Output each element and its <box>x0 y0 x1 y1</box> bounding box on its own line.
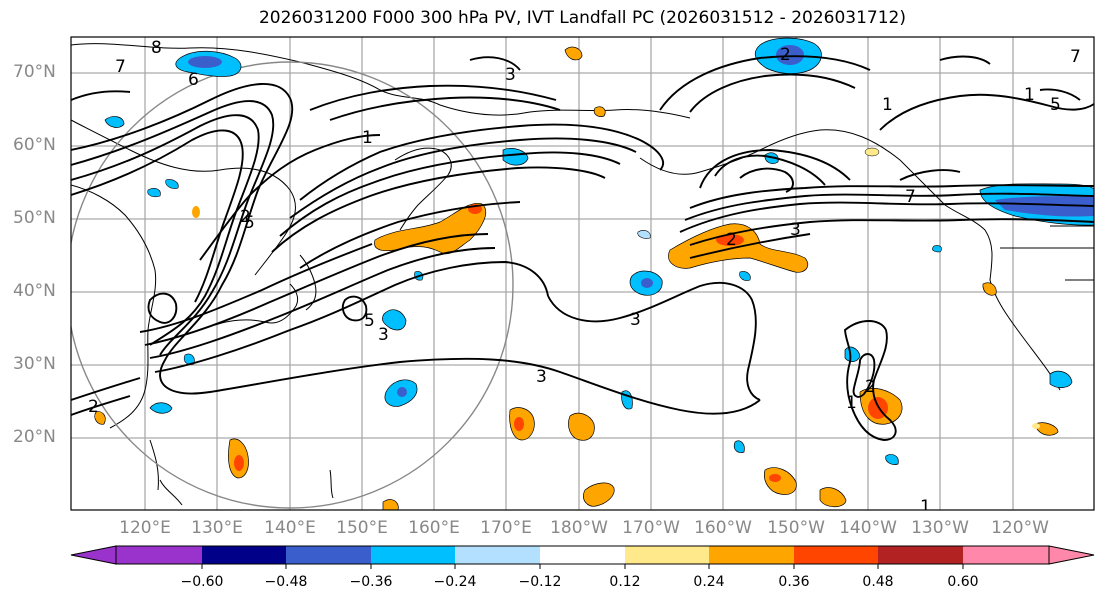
lat-label-20n: 20°N <box>13 427 56 447</box>
contour-label: 2 <box>88 397 99 417</box>
lon-label: 120°E <box>119 518 171 538</box>
contour-label: 6 <box>188 70 199 90</box>
lat-label-40n: 40°N <box>13 281 56 301</box>
contour-label: 3 <box>790 220 801 240</box>
colorbar-tick-label: 0.12 <box>609 574 641 590</box>
contour-label: 2 <box>780 45 791 65</box>
colorbar <box>70 545 1095 569</box>
lat-label-30n: 30°N <box>13 354 56 374</box>
colorbar-tick-label: −0.12 <box>518 574 562 590</box>
contour-label: 2 <box>726 230 737 250</box>
colorbar-tick-label: 0.48 <box>862 574 894 590</box>
contour-label: 5 <box>1050 95 1061 115</box>
contour-label: 8 <box>151 38 162 58</box>
colorbar-tick-label: −0.48 <box>264 574 308 590</box>
lat-label-70n: 70°N <box>13 62 56 82</box>
lat-label-50n: 50°N <box>13 208 56 228</box>
colorbar-segment <box>286 546 371 564</box>
contour-label: 5 <box>244 213 255 233</box>
lon-label: 160°W <box>694 518 752 538</box>
colorbar-segment <box>116 546 202 564</box>
lon-label: 160°E <box>408 518 460 538</box>
colorbar-tick-label: 0.60 <box>947 574 979 590</box>
contour-label: 5 <box>364 311 375 331</box>
colorbar-segment <box>540 546 625 564</box>
contour-label: 3 <box>378 325 389 345</box>
map-border <box>70 36 1095 511</box>
contour-label: 3 <box>630 310 641 330</box>
colorbar-segment <box>878 546 963 564</box>
lon-label: 150°W <box>767 518 825 538</box>
colorbar-segment <box>455 546 540 564</box>
contour-label: 7 <box>115 57 126 77</box>
lon-label: 120°W <box>991 518 1049 538</box>
contour-label: 7 <box>1070 47 1081 67</box>
contour-label: 3 <box>536 367 547 387</box>
colorbar-segment <box>202 546 286 564</box>
colorbar-segment <box>625 546 709 564</box>
colorbar-tick-label: −0.24 <box>433 574 477 590</box>
coastlines <box>71 43 1094 506</box>
positive-anomalies <box>94 46 1059 510</box>
lon-label: 180°W <box>550 518 608 538</box>
contour-label: 2 <box>865 377 876 397</box>
colorbar-extend-right <box>1048 545 1095 565</box>
colorbar-extend-left <box>70 545 117 565</box>
contour-label: 3 <box>505 65 516 85</box>
lon-label: 130°W <box>911 518 969 538</box>
lat-label-60n: 60°N <box>13 135 56 155</box>
lon-label: 140°W <box>839 518 897 538</box>
colorbar-tick-label: 0.36 <box>778 574 810 590</box>
contour-label: 1 <box>1024 85 1035 105</box>
contour-label: 1 <box>882 95 893 115</box>
colorbar-tick-label: 0.24 <box>693 574 725 590</box>
contour-labels: 8 7 6 5 1 2 2 3 2 5 3 3 3 1 1 2 7 1 1 5 <box>88 38 1081 517</box>
colorbar-segment <box>709 546 794 564</box>
lon-label: 130°E <box>191 518 243 538</box>
colorbar-tick-label: −0.60 <box>180 574 224 590</box>
contour-label: 2 <box>240 207 251 227</box>
contour-label: 1 <box>846 393 857 413</box>
radius-circle <box>71 61 514 509</box>
colorbar-tick-label: −0.36 <box>349 574 393 590</box>
contour-label: 1 <box>362 128 373 148</box>
contour-label: 1 <box>920 497 931 517</box>
lon-label: 140°E <box>264 518 316 538</box>
contour-label: 7 <box>905 187 916 207</box>
colorbar-segment <box>794 546 878 564</box>
figure-title: 2026031200 F000 300 hPa PV, IVT Landfall… <box>258 8 906 28</box>
colorbar-segment <box>963 546 1049 564</box>
colorbar-segment <box>371 546 455 564</box>
lon-label: 150°E <box>336 518 388 538</box>
lon-label: 170°E <box>480 518 532 538</box>
lon-label: 170°W <box>622 518 680 538</box>
pv-contours <box>71 55 1094 441</box>
